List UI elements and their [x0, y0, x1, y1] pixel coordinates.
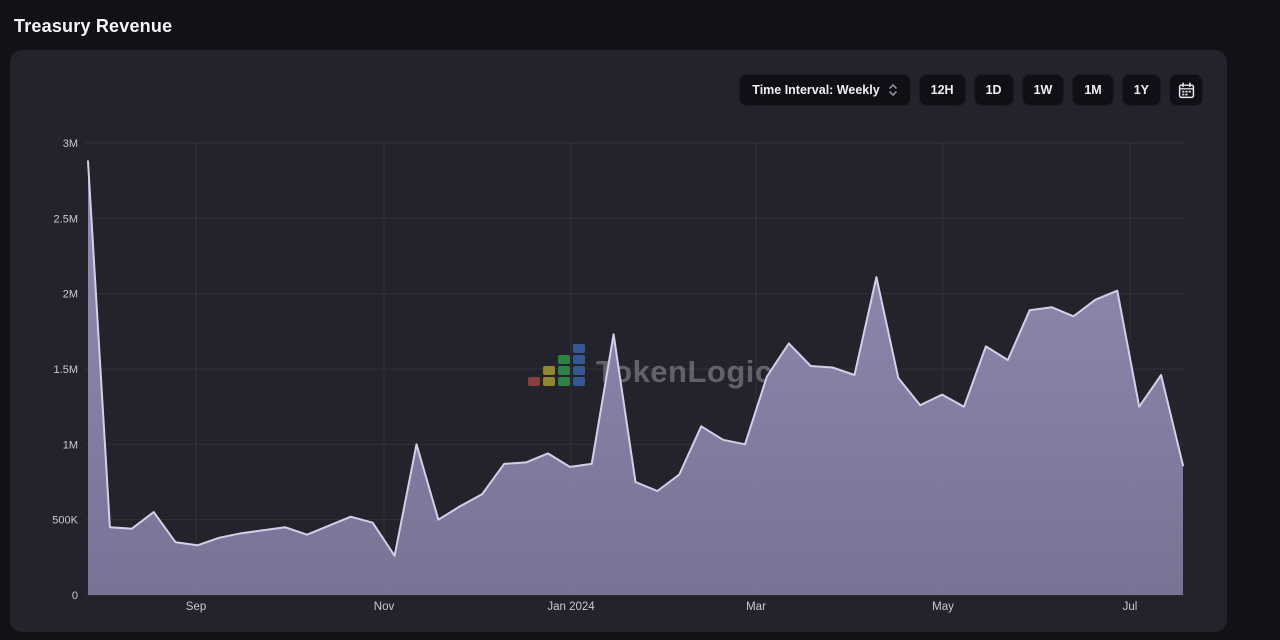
- svg-text:1.5M: 1.5M: [54, 364, 78, 376]
- svg-text:Jul: Jul: [1123, 601, 1138, 613]
- logo-bar: [558, 355, 570, 386]
- svg-text:Mar: Mar: [746, 601, 766, 613]
- tokenlogic-logo-icon: [528, 344, 585, 386]
- svg-text:Nov: Nov: [374, 601, 395, 613]
- time-interval-dropdown[interactable]: Time Interval: Weekly: [739, 74, 911, 106]
- svg-text:1M: 1M: [63, 439, 78, 451]
- watermark: TokenLogic: [528, 344, 773, 389]
- chart-toolbar: Time Interval: Weekly 12H 1D 1W 1M 1Y: [739, 74, 1203, 106]
- svg-text:2.5M: 2.5M: [54, 213, 78, 225]
- watermark-text: TokenLogic: [596, 353, 773, 389]
- logo-bar: [543, 366, 555, 386]
- svg-text:Jan 2024: Jan 2024: [547, 601, 595, 613]
- top-bar: Treasury Revenue: [0, 0, 1280, 50]
- svg-text:May: May: [932, 601, 954, 613]
- page-title: Treasury Revenue: [14, 16, 173, 36]
- svg-text:500K: 500K: [52, 515, 78, 527]
- svg-text:Sep: Sep: [186, 601, 206, 613]
- calendar-button[interactable]: [1169, 74, 1203, 106]
- logo-bar: [573, 344, 585, 386]
- svg-text:0: 0: [72, 590, 78, 602]
- time-interval-label: Time Interval: Weekly: [752, 83, 880, 97]
- svg-text:2M: 2M: [63, 289, 78, 301]
- range-button-1m[interactable]: 1M: [1072, 74, 1114, 106]
- up-down-chevron-icon: [888, 84, 897, 96]
- range-button-1w[interactable]: 1W: [1021, 74, 1065, 106]
- range-button-1y[interactable]: 1Y: [1121, 74, 1161, 106]
- range-button-1d[interactable]: 1D: [973, 74, 1014, 106]
- logo-bar: [528, 377, 540, 386]
- calendar-icon: [1178, 82, 1194, 98]
- range-button-12h[interactable]: 12H: [918, 74, 966, 106]
- svg-text:3M: 3M: [63, 138, 78, 150]
